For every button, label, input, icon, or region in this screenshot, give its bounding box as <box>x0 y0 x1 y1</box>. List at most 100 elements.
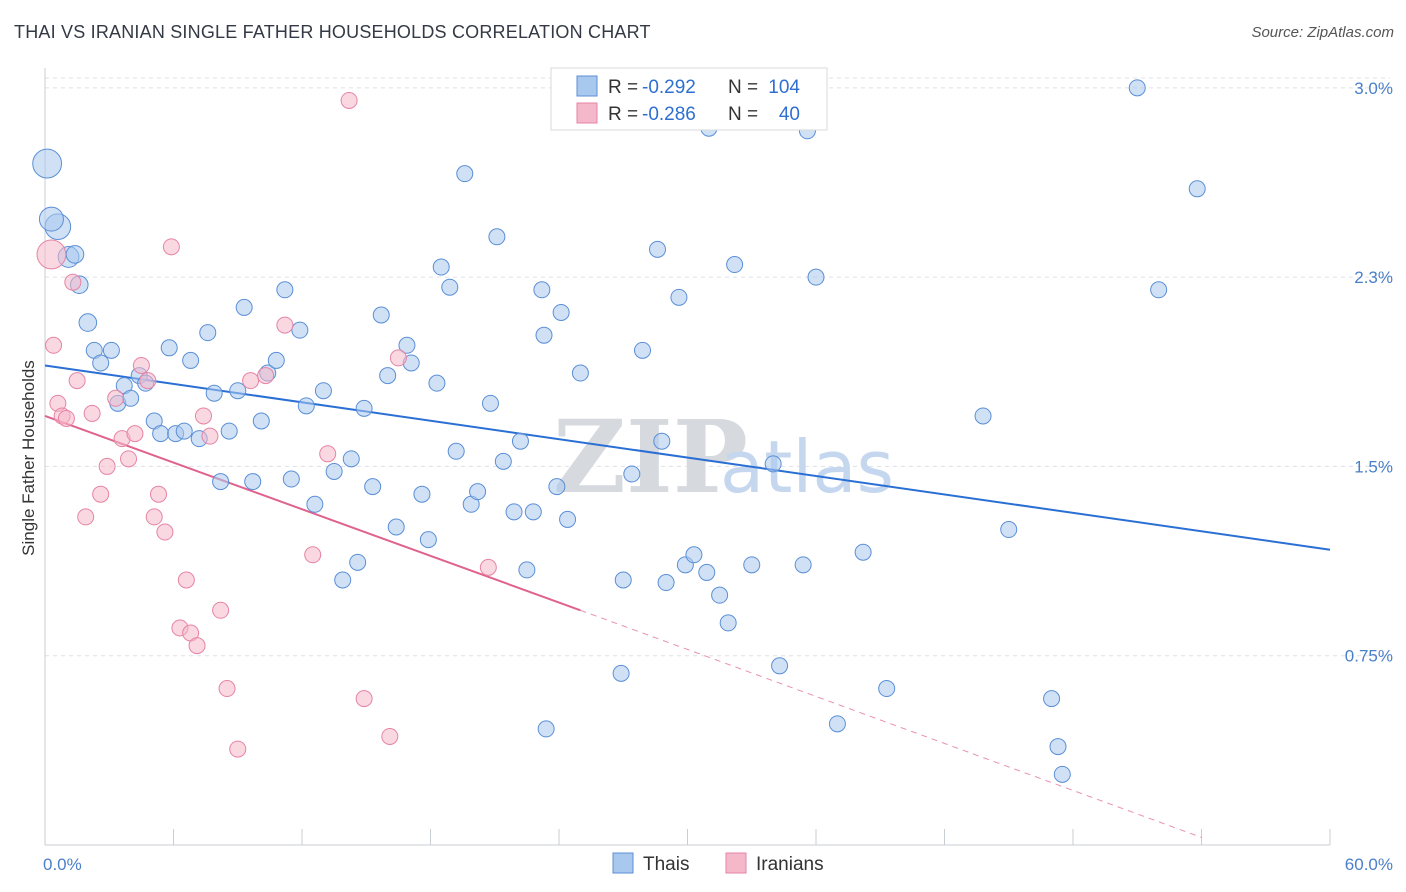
thai-point <box>244 473 262 491</box>
thai-point <box>349 553 367 571</box>
trend-line-iran <box>44 415 581 612</box>
thai-point <box>552 303 570 321</box>
thai-point <box>235 298 253 316</box>
thai-point <box>355 399 373 417</box>
thai-point <box>698 563 716 581</box>
thai-point <box>441 278 459 296</box>
thai-point <box>432 258 450 276</box>
iranian-point <box>45 336 63 354</box>
legend-n-label-iran: N = <box>728 104 758 125</box>
iranian-point <box>381 727 399 745</box>
thai-point <box>548 478 566 496</box>
chart-title: THAI VS IRANIAN SINGLE FATHER HOUSEHOLDS… <box>14 22 651 42</box>
thai-point <box>306 495 324 513</box>
thai-point <box>152 425 170 443</box>
thai-point <box>220 422 238 440</box>
thai-point <box>719 614 737 632</box>
iranian-point <box>276 316 294 334</box>
thai-point <box>38 206 64 232</box>
thai-point <box>807 268 825 286</box>
iranian-point <box>201 427 219 445</box>
iranian-point <box>77 508 95 526</box>
iranian-point <box>120 450 138 468</box>
thai-point <box>92 354 110 372</box>
thai-point <box>743 556 761 574</box>
x-tick-label-max: 60.0% <box>1345 855 1393 874</box>
legend-r-value-thai: -0.292 <box>642 77 696 98</box>
thai-point <box>419 531 437 549</box>
y-tick-label: 3.0% <box>1354 79 1393 98</box>
y-tick-label: 1.5% <box>1354 457 1393 476</box>
thai-point <box>1188 180 1206 198</box>
thai-point <box>505 503 523 521</box>
thai-point <box>612 664 630 682</box>
thai-point <box>182 351 200 369</box>
thai-point <box>878 680 896 698</box>
iranian-point <box>92 485 110 503</box>
legend-box: R = -0.292 N = 104 R = -0.286 N = 40 <box>550 67 828 131</box>
thai-point <box>78 313 98 332</box>
thai-point <box>614 571 632 589</box>
thai-point <box>387 518 405 536</box>
thai-point <box>32 148 63 179</box>
iranian-point <box>36 239 67 270</box>
iranian-point <box>212 601 230 619</box>
iranian-point <box>257 367 275 385</box>
iranian-point <box>242 372 260 390</box>
thai-point <box>828 715 846 733</box>
thai-point <box>364 478 382 496</box>
iranian-point <box>68 372 86 390</box>
thai-point <box>379 367 397 385</box>
thai-point <box>267 351 285 369</box>
legend-swatch-iran <box>576 102 598 124</box>
iranian-point <box>304 546 322 564</box>
iranian-point <box>107 389 125 407</box>
legend-swatch-thai <box>576 75 598 97</box>
iranian-point <box>145 508 163 526</box>
thai-point <box>334 571 352 589</box>
thai-point <box>205 384 223 402</box>
thai-point <box>229 382 247 400</box>
thai-point <box>314 382 332 400</box>
thai-point <box>726 256 744 274</box>
thai-point <box>1053 765 1071 783</box>
thai-point <box>535 326 553 344</box>
thai-point <box>413 485 431 503</box>
watermark-zip: ZIP <box>553 398 748 516</box>
thai-point <box>297 397 315 415</box>
thai-point <box>291 321 309 339</box>
thai-point <box>456 165 474 183</box>
thai-point <box>1043 690 1061 708</box>
iranian-point <box>98 457 116 475</box>
thai-point <box>670 288 688 306</box>
iranian-point <box>218 680 236 698</box>
thai-point <box>559 510 577 528</box>
y-tick-labels: 0.75% 1.5% 2.3% 3.0% <box>1345 79 1393 666</box>
x-tick-label-min: 0.0% <box>43 855 82 874</box>
thai-point <box>794 556 812 574</box>
thai-point <box>1000 521 1018 539</box>
y-tick-label: 0.75% <box>1345 647 1393 666</box>
thai-point <box>537 720 555 738</box>
thai-point <box>653 432 671 450</box>
thai-point <box>252 412 270 430</box>
thai-point <box>494 452 512 470</box>
trend-line-iran-extension <box>580 609 1202 838</box>
thai-point <box>533 281 551 299</box>
thai-point <box>325 462 343 480</box>
legend-n-label-thai: N = <box>728 77 758 98</box>
thai-point <box>122 389 140 407</box>
iranian-point <box>188 637 206 655</box>
source-label: Source: ZipAtlas.com <box>1251 24 1394 41</box>
legend-r-label-iran: R = <box>608 104 638 125</box>
thai-point <box>524 503 542 521</box>
thai-point <box>65 245 85 264</box>
iranian-point <box>340 91 358 109</box>
thai-point <box>481 394 499 412</box>
iranian-point <box>355 690 373 708</box>
iranian-point <box>156 523 174 541</box>
iranian-point <box>83 404 101 422</box>
thai-point <box>398 336 416 354</box>
legend-r-value-iran: -0.286 <box>642 104 696 125</box>
